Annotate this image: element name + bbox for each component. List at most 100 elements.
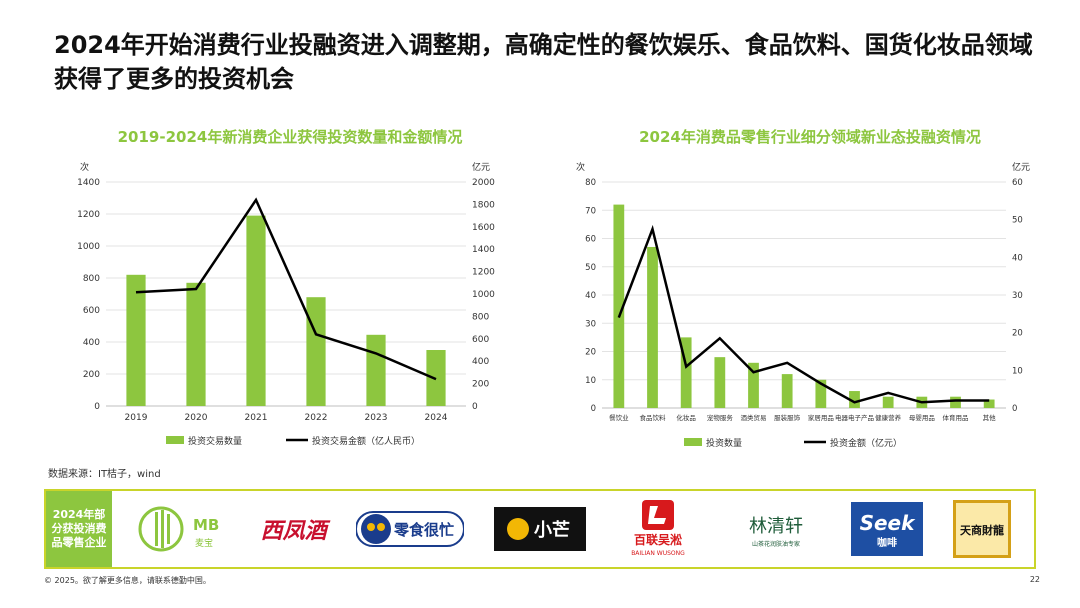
- linqingxuan-sub: 山茶花润肤油专家: [752, 540, 800, 548]
- left-axis-tick-label: 0: [591, 404, 596, 414]
- x-tick-label: 母婴用品: [909, 414, 935, 422]
- left-axis-tick-label: 600: [83, 306, 100, 316]
- chart-title-investment-trend: 2019-2024年新消费企业获得投资数量和金额情况: [117, 128, 463, 146]
- left-axis-tick-label: 0: [94, 402, 100, 412]
- right-axis-tick-label: 30: [1012, 291, 1023, 301]
- right-axis-tick-label: 20: [1012, 329, 1023, 339]
- left-axis-tick-label: 400: [83, 338, 100, 348]
- right-axis-tick-label: 800: [472, 312, 489, 322]
- line-投资金额（亿元）: [617, 224, 990, 404]
- bar-投资数量: [714, 357, 726, 408]
- x-tick-label: 体育用品: [943, 413, 969, 422]
- bar-投资数量: [748, 362, 759, 408]
- legend-label-line: 投资交易金额（亿人民币）: [312, 435, 420, 447]
- tianshang-cailong-logo: 天商財龍: [953, 500, 1012, 558]
- tianshang-cailong-text: 天商財龍: [960, 523, 1004, 537]
- company-band: 2024年部分获投消费品零售企业 MB 麦宝 西凤酒 零食很忙: [44, 489, 1036, 569]
- legend-label-bar: 投资数量: [706, 437, 742, 449]
- bar-投资交易数量: [186, 282, 206, 406]
- linqingxuan-text: 林清轩: [749, 516, 803, 537]
- x-tick-label: 餐饮业: [609, 413, 629, 422]
- investment-trend-chart: 0 200 400 600 800 1000 1200 1400 0 200 400 600 800 10…: [77, 161, 495, 447]
- bar-投资数量: [647, 246, 658, 408]
- bailian-wusong-text: 百联吴淞: [634, 532, 682, 547]
- bar-投资交易数量: [246, 215, 266, 406]
- legend-swatch-bar: [684, 438, 702, 446]
- x-tick-label: 酒类贸易: [741, 413, 767, 422]
- bar-投资数量: [680, 337, 692, 408]
- x-tick-label: 电器电子产品: [835, 413, 874, 422]
- right-axis-tick-label: 400: [472, 357, 489, 367]
- company-band-label: 2024年部分获投消费品零售企业: [46, 491, 112, 567]
- left-axis-unit: 次: [576, 161, 585, 173]
- mb-logo: MB 麦宝: [135, 504, 231, 554]
- right-axis-tick-label: 0: [472, 402, 478, 412]
- x-tick-label: 其他: [983, 413, 997, 422]
- x-tick-label: 服装服饰: [774, 413, 801, 422]
- x-tick-label: 2023: [365, 413, 388, 423]
- linqingxuan-logo: 林清轩 山茶花润肤油专家: [730, 506, 822, 552]
- x-tick-label: 2020: [185, 413, 208, 423]
- bar-投资交易数量: [306, 297, 326, 406]
- x-tick-label: 宠物服务: [707, 413, 734, 422]
- xiaomang-logo: 小芒: [494, 507, 587, 551]
- footer-copyright: © 2025。欲了解更多信息，请联系德勤中国。: [44, 576, 211, 585]
- bailian-wusong-sub: BAILIAN WUSONG: [631, 550, 685, 557]
- xiaomang-text: 小芒: [534, 519, 570, 541]
- right-axis-tick-label: 10: [1012, 366, 1023, 376]
- right-axis-tick-label: 1400: [472, 245, 495, 255]
- left-axis-tick-label: 800: [83, 274, 100, 284]
- left-axis-tick-label: 10: [585, 376, 596, 386]
- right-axis-tick-label: 50: [1012, 216, 1023, 226]
- bar-投资交易数量: [366, 334, 386, 406]
- right-axis-unit: 亿元: [472, 161, 490, 173]
- left-axis-tick-label: 70: [585, 206, 596, 216]
- legend-label-line: 投资金额（亿元）: [830, 437, 902, 449]
- right-axis-tick-label: 600: [472, 335, 489, 345]
- left-axis-tick-label: 1200: [77, 210, 100, 220]
- right-axis-tick-label: 0: [1012, 404, 1017, 414]
- left-axis-tick-label: 40: [585, 291, 596, 301]
- bar-投资数量: [950, 396, 961, 408]
- right-axis-tick-label: 1000: [472, 290, 495, 300]
- left-axis-tick-label: 1400: [77, 178, 100, 188]
- x-tick-label: 化妆品: [676, 413, 696, 422]
- left-axis-tick-label: 1000: [77, 242, 100, 252]
- page-title: 2024年开始消费行业投融资进入调整期，高确定性的餐饮娱乐、食品饮料、国货化妆品…: [54, 31, 1033, 93]
- seek-coffee-logo: Seek 咖啡: [851, 502, 924, 556]
- left-axis-tick-label: 30: [585, 319, 596, 329]
- page-number: 22: [1029, 575, 1040, 584]
- line-投资交易金额（亿人民币）: [135, 197, 437, 381]
- bar-投资数量: [983, 399, 995, 408]
- chart-title-segment-financing: 2024年消费品零售行业细分领域新业态投融资情况: [639, 128, 981, 146]
- left-axis-tick-label: 20: [585, 348, 596, 358]
- xifeng-liquor-text: 西凤酒: [260, 518, 327, 544]
- bar-投资数量: [613, 204, 625, 408]
- x-tick-label: 2022: [305, 413, 328, 423]
- right-axis-tick-label: 1600: [472, 223, 495, 233]
- mb-logo-text: MB: [193, 516, 219, 534]
- x-tick-label: 健康营养: [875, 413, 902, 422]
- left-axis-tick-label: 60: [585, 235, 596, 245]
- snack-busy-logo: 零食很忙: [356, 506, 465, 552]
- right-axis-tick-label: 60: [1012, 178, 1023, 188]
- left-axis-tick-label: 80: [585, 178, 596, 188]
- bar-投资数量: [781, 374, 793, 408]
- right-axis-unit: 亿元: [1012, 161, 1030, 173]
- data-source: 数据来源：IT桔子，wind: [48, 469, 161, 480]
- x-tick-label: 家居用品: [808, 413, 834, 422]
- right-axis-tick-label: 1200: [472, 268, 495, 278]
- right-axis-tick-label: 1800: [472, 200, 495, 210]
- xifeng-liquor-logo: 西凤酒: [261, 513, 327, 545]
- legend-label-bar: 投资交易数量: [188, 435, 242, 447]
- company-logos: MB 麦宝 西凤酒 零食很忙 小芒: [112, 491, 1034, 567]
- left-axis-unit: 次: [80, 161, 89, 173]
- bailian-wusong-logo: 百联吴淞 BAILIAN WUSONG: [616, 498, 700, 560]
- seek-coffee-text: Seek: [860, 511, 917, 535]
- left-axis-tick-label: 200: [83, 370, 100, 380]
- mb-logo-sub: 麦宝: [195, 537, 213, 549]
- x-tick-label: 2021: [245, 413, 268, 423]
- legend-swatch-bar: [166, 436, 184, 444]
- snack-busy-text: 零食很忙: [393, 521, 454, 539]
